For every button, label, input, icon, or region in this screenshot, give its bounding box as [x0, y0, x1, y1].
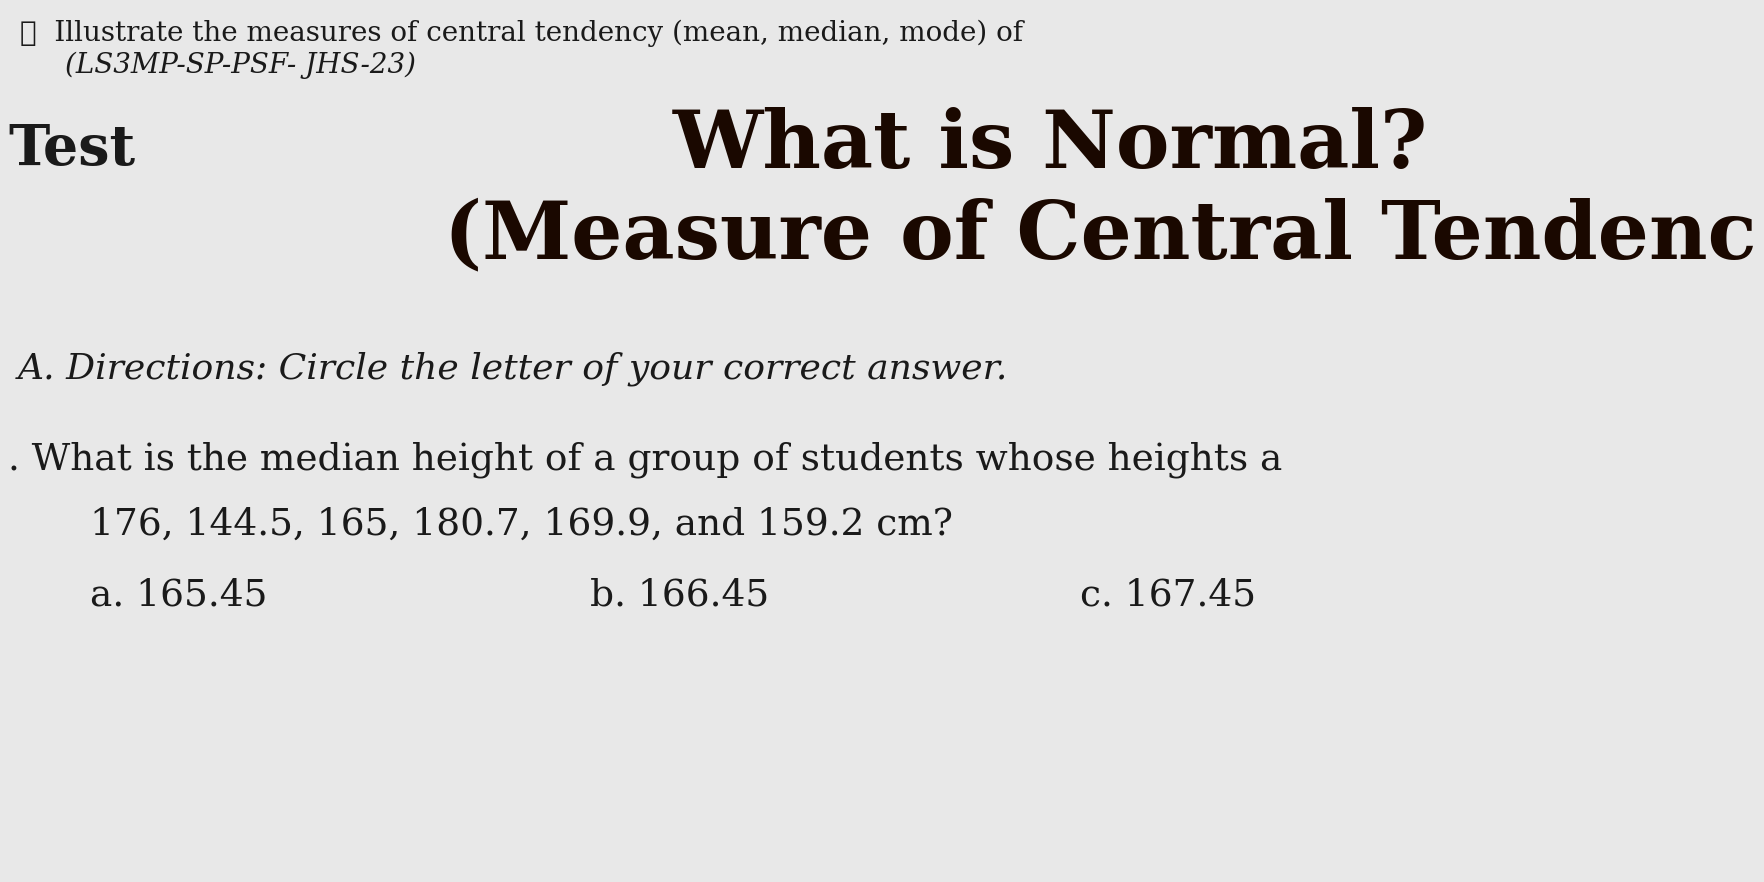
Text: ❖  Illustrate the measures of central tendency (mean, median, mode) of: ❖ Illustrate the measures of central ten… [19, 20, 1023, 48]
Text: 176, 144.5, 165, 180.7, 169.9, and 159.2 cm?: 176, 144.5, 165, 180.7, 169.9, and 159.2… [90, 507, 953, 543]
Text: A. Directions: Circle the letter of your correct answer.: A. Directions: Circle the letter of your… [18, 352, 1007, 386]
Text: (Measure of Central Tendenc: (Measure of Central Tendenc [443, 197, 1755, 275]
Text: a. 165.45: a. 165.45 [90, 577, 268, 613]
Text: b. 166.45: b. 166.45 [589, 577, 769, 613]
Text: Test: Test [9, 122, 136, 177]
Text: What is Normal?: What is Normal? [672, 107, 1427, 185]
Text: . What is the median height of a group of students whose heights a: . What is the median height of a group o… [9, 442, 1282, 479]
Text: (LS3MP-SP-PSF- JHS-23): (LS3MP-SP-PSF- JHS-23) [65, 52, 416, 79]
Text: c. 167.45: c. 167.45 [1080, 577, 1256, 613]
